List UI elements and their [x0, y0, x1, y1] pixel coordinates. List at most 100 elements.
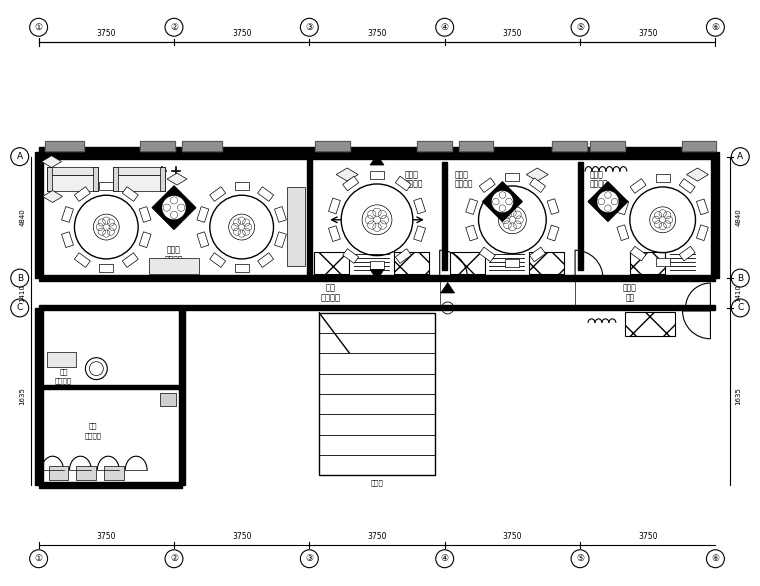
Polygon shape [480, 247, 496, 262]
Bar [315, 141, 350, 151]
Text: 3750: 3750 [97, 532, 116, 541]
Bar [46, 175, 98, 192]
Polygon shape [274, 232, 287, 247]
Polygon shape [274, 207, 287, 222]
Bar [711, 152, 720, 278]
Polygon shape [395, 248, 411, 263]
Bar [553, 141, 587, 151]
Text: ④: ④ [441, 554, 448, 563]
Bar [458, 141, 493, 151]
Bar [682, 141, 717, 151]
Bar [458, 141, 493, 151]
Polygon shape [679, 179, 695, 193]
Text: A: A [17, 152, 23, 161]
Polygon shape [62, 232, 74, 247]
Polygon shape [656, 258, 670, 265]
Polygon shape [441, 282, 454, 293]
Bar [46, 166, 52, 192]
Bar [39, 384, 182, 389]
Polygon shape [74, 253, 90, 267]
Polygon shape [100, 182, 113, 190]
Bar [46, 166, 98, 175]
Polygon shape [210, 187, 226, 202]
Bar [315, 252, 349, 274]
Bar [682, 141, 717, 151]
Text: ②: ② [170, 23, 178, 32]
Polygon shape [505, 173, 519, 181]
Bar [46, 352, 77, 367]
Text: C: C [17, 304, 23, 312]
Text: 备梯间: 备梯间 [623, 284, 637, 292]
Polygon shape [656, 174, 670, 182]
Polygon shape [139, 232, 151, 247]
Bar [113, 166, 165, 175]
Polygon shape [336, 168, 358, 181]
Text: ②: ② [170, 554, 178, 563]
Polygon shape [413, 198, 426, 214]
Polygon shape [480, 178, 496, 192]
Text: 3750: 3750 [502, 532, 522, 541]
Polygon shape [466, 225, 477, 241]
Bar [39, 305, 715, 311]
Polygon shape [370, 270, 384, 280]
Polygon shape [197, 232, 209, 247]
Bar [416, 141, 451, 151]
Polygon shape [547, 225, 559, 241]
Text: 3750: 3750 [502, 29, 522, 38]
Circle shape [597, 190, 619, 213]
Text: 3750: 3750 [638, 532, 657, 541]
Bar [39, 155, 715, 159]
Text: 卧室: 卧室 [59, 369, 68, 375]
Text: ①: ① [34, 23, 43, 32]
Bar [77, 466, 97, 480]
Polygon shape [588, 182, 628, 222]
Bar [39, 482, 182, 488]
Polygon shape [43, 190, 62, 202]
Polygon shape [617, 199, 629, 214]
Bar [315, 141, 350, 151]
Bar [319, 313, 435, 475]
Polygon shape [505, 258, 519, 267]
Polygon shape [343, 176, 359, 191]
Text: 1410: 1410 [736, 284, 741, 302]
Text: ⑤: ⑤ [576, 23, 584, 32]
Bar [49, 466, 68, 480]
Bar [182, 141, 222, 151]
Bar [182, 141, 222, 151]
Bar [113, 175, 165, 192]
Text: ①: ① [34, 554, 43, 563]
Text: 过道: 过道 [325, 284, 335, 292]
Text: 平行梯: 平行梯 [371, 480, 383, 486]
Circle shape [162, 196, 186, 220]
Bar [45, 141, 84, 151]
Text: C: C [737, 304, 743, 312]
Polygon shape [100, 264, 113, 272]
Polygon shape [547, 199, 559, 214]
Text: 3750: 3750 [232, 29, 252, 38]
Text: ⑤: ⑤ [576, 554, 584, 563]
Bar [630, 252, 665, 274]
Text: ③: ③ [306, 554, 313, 563]
Text: 包厢一: 包厢一 [590, 170, 604, 179]
Text: ④: ④ [441, 23, 448, 32]
Text: 羊毛地毯: 羊毛地毯 [590, 179, 609, 188]
Polygon shape [197, 207, 209, 222]
Text: 拉帘: 拉帘 [625, 294, 635, 302]
Polygon shape [466, 199, 477, 214]
Polygon shape [527, 168, 548, 181]
Bar [160, 393, 176, 407]
Text: B: B [17, 274, 23, 282]
Bar [625, 312, 675, 336]
Polygon shape [42, 156, 62, 168]
Bar [416, 141, 451, 151]
Polygon shape [617, 225, 629, 241]
Polygon shape [679, 246, 695, 261]
Text: 女厕: 女厕 [89, 423, 97, 429]
Bar [394, 252, 429, 274]
Polygon shape [696, 199, 708, 214]
Text: 4840: 4840 [20, 209, 26, 226]
Text: 3750: 3750 [367, 532, 387, 541]
Polygon shape [74, 187, 90, 202]
Text: C1: C1 [445, 305, 451, 311]
Text: 1635: 1635 [20, 387, 26, 406]
